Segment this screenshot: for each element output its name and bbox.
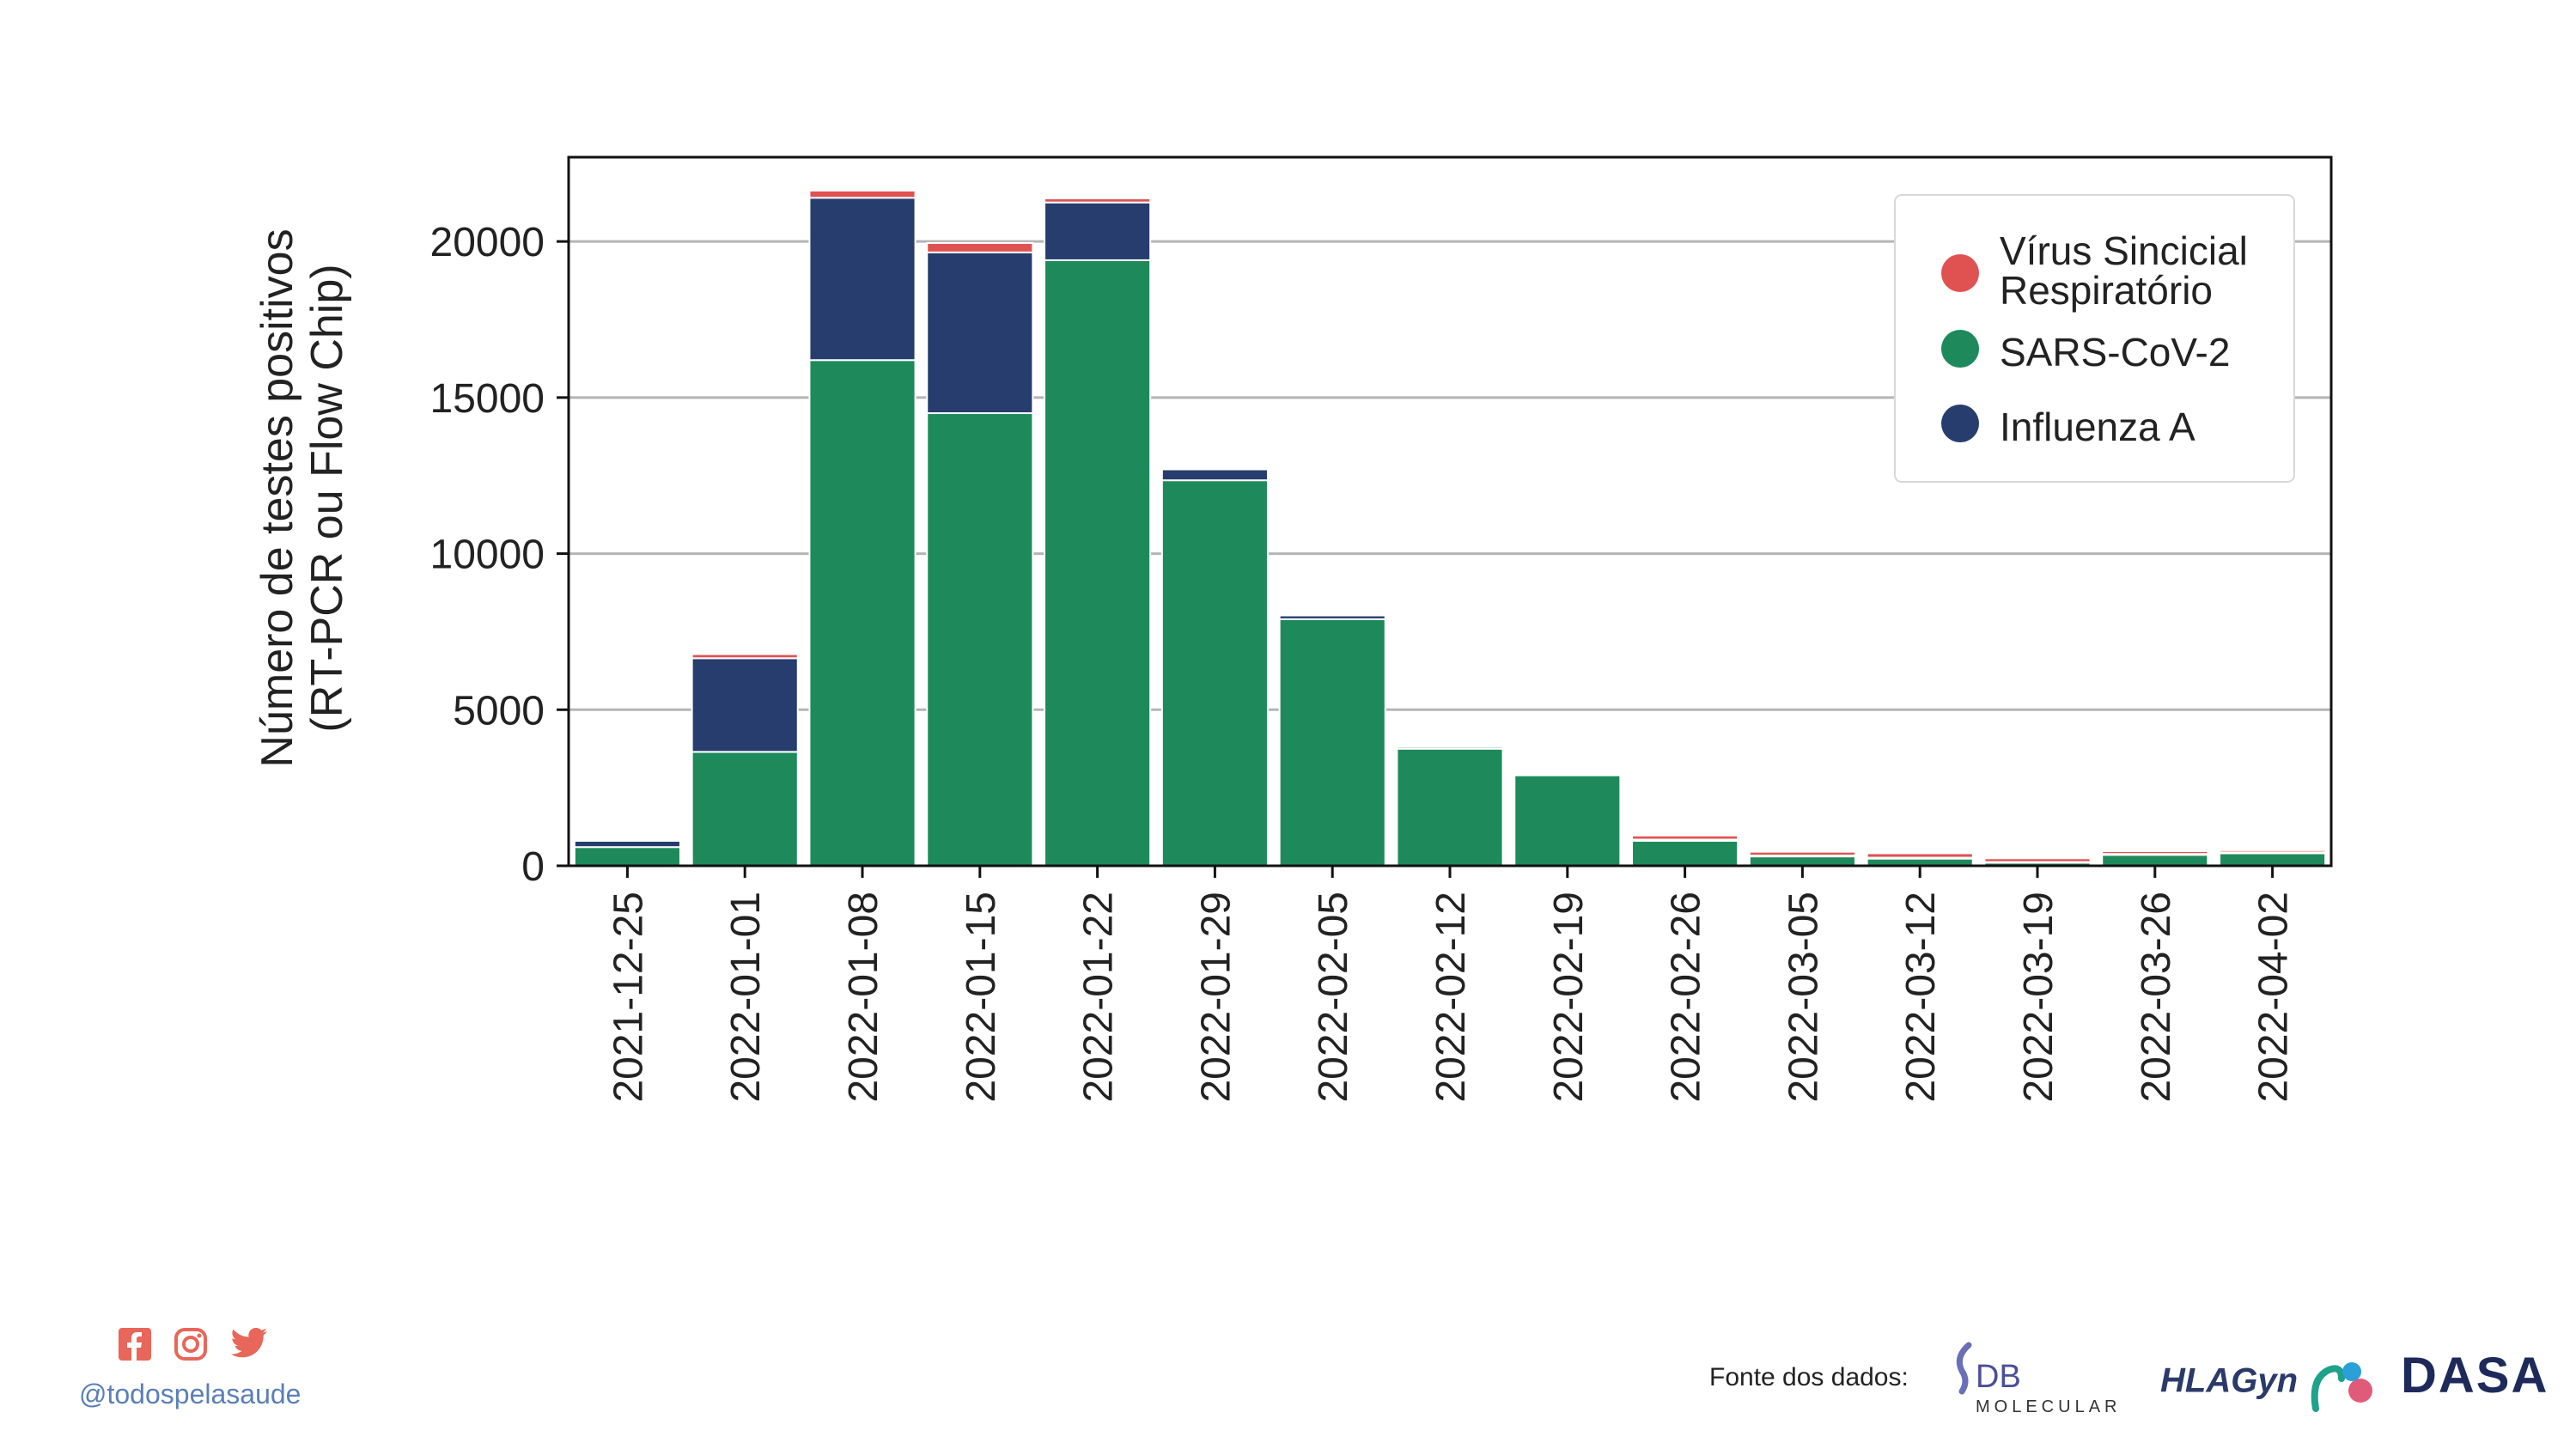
x-axis-ticks: 2021-12-25 2022-01-01 2022-01-08 2022-01-15… [606, 866, 2297, 1103]
x-tick-label: 2022-03-26 [2134, 892, 2179, 1103]
bar-sars-cov-2-2022-01-08 [808, 359, 917, 868]
bar-sars-cov-2-2022-03-05 [1748, 855, 1856, 868]
bar-sars-cov-2-2022-01-22 [1044, 259, 1152, 868]
bar-influenza-a-2022-01-08 [808, 197, 917, 362]
legend-label: Vírus Sincicial [2000, 228, 2248, 273]
bar-sars-cov-2-2022-01-15 [926, 412, 1034, 867]
bar-sars-cov-2-2022-01-29 [1160, 479, 1269, 867]
x-tick-label: 2022-01-01 [723, 892, 769, 1103]
bar-v-rus-sincicial-respirat-rio-2021-12-25 [573, 838, 681, 842]
y-tick-label: 5000 [453, 688, 545, 734]
legend-label: Respiratório [2000, 268, 2213, 313]
bar-influenza-a-2022-01-22 [1044, 201, 1152, 261]
legend-marker [1941, 330, 1979, 368]
x-tick-label: 2022-02-19 [1546, 892, 1592, 1103]
y-tick-label: 10000 [430, 533, 545, 578]
bar-v-rus-sincicial-respirat-rio-2022-04-02 [2219, 849, 2327, 854]
bar-v-rus-sincicial-respirat-rio-2022-01-01 [691, 653, 799, 660]
x-tick-label: 2022-03-12 [1898, 892, 1944, 1103]
svg-text:DB: DB [1976, 1359, 2021, 1395]
bar-influenza-a-2022-01-01 [691, 657, 799, 753]
dasa-logo: DASA [2401, 1348, 2549, 1403]
bar-sars-cov-2-2022-01-01 [691, 751, 799, 868]
bar-v-rus-sincicial-respirat-rio-2022-01-15 [926, 241, 1034, 253]
legend-box [1894, 194, 2295, 483]
instagram-icon[interactable] [174, 1327, 208, 1361]
y-tick-label: 15000 [430, 376, 545, 422]
legend-label: SARS-CoV-2 [2000, 330, 2230, 374]
x-tick-label: 2022-01-08 [841, 892, 886, 1103]
bar-sars-cov-2-2021-12-25 [573, 846, 681, 868]
y-tick-label: 0 [521, 844, 545, 890]
bar-v-rus-sincicial-respirat-rio-2022-03-05 [1748, 850, 1856, 857]
legend-marker [1941, 254, 1979, 292]
x-tick-label: 2022-03-19 [2016, 892, 2061, 1103]
db-molecular-logo: DB MOLECULAR [1950, 1340, 2139, 1422]
legend-label: Influenza A [2000, 405, 2195, 449]
bar-v-rus-sincicial-respirat-rio-2022-02-05 [1278, 613, 1386, 617]
data-source-label: Fonte dos dados: [1709, 1363, 1909, 1391]
bar-influenza-a-2021-12-25 [573, 839, 681, 849]
bar-v-rus-sincicial-respirat-rio-2022-02-19 [1513, 771, 1622, 775]
x-tick-label: 2022-02-26 [1664, 892, 1709, 1103]
bar-sars-cov-2-2022-02-26 [1631, 839, 1739, 867]
bar-v-rus-sincicial-respirat-rio-2022-03-26 [2101, 849, 2209, 855]
y-axis-label-line1: Número de testes positivos [253, 228, 302, 767]
social-handle[interactable]: @todospelasaude [79, 1379, 301, 1409]
bar-sars-cov-2-2022-02-12 [1396, 747, 1504, 867]
bar-v-rus-sincicial-respirat-rio-2022-03-19 [1983, 857, 2092, 863]
x-tick-label: 2022-04-02 [2251, 892, 2297, 1103]
bar-sars-cov-2-2022-04-02 [2219, 852, 2327, 868]
x-tick-label: 2022-01-15 [959, 892, 1004, 1103]
x-tick-label: 2022-02-12 [1428, 892, 1474, 1103]
bars [573, 189, 2327, 868]
social-icons [119, 1327, 268, 1361]
y-axis-ticks: 0 5000 10000 15000 20000 [430, 220, 569, 890]
bar-influenza-a-2022-01-29 [1160, 468, 1269, 482]
bar-v-rus-sincicial-respirat-rio-2022-02-12 [1396, 745, 1504, 748]
x-tick-label: 2022-01-22 [1076, 892, 1122, 1103]
hlagyn-logo: HLAGyn [2160, 1353, 2384, 1413]
bar-sars-cov-2-2022-03-26 [2101, 854, 2209, 867]
x-tick-label: 2022-03-05 [1781, 892, 1826, 1103]
bar-v-rus-sincicial-respirat-rio-2022-01-22 [1044, 197, 1152, 204]
bar-v-rus-sincicial-respirat-rio-2022-01-08 [808, 189, 917, 199]
y-tick-label: 20000 [430, 220, 545, 265]
bar-sars-cov-2-2022-02-05 [1278, 618, 1386, 867]
x-tick-label: 2021-12-25 [606, 892, 651, 1103]
bar-v-rus-sincicial-respirat-rio-2022-01-29 [1160, 467, 1269, 471]
bar-v-rus-sincicial-respirat-rio-2022-02-26 [1631, 834, 1739, 841]
x-tick-label: 2022-02-05 [1311, 892, 1356, 1103]
twitter-icon[interactable] [230, 1328, 268, 1361]
y-axis-label-line2: (RT-PCR ou Flow Chip) [302, 264, 352, 732]
x-tick-label: 2022-01-29 [1193, 892, 1239, 1103]
legend-marker [1941, 405, 1979, 442]
bar-v-rus-sincicial-respirat-rio-2022-03-12 [1866, 852, 1974, 859]
bar-sars-cov-2-2022-02-19 [1513, 774, 1622, 867]
facebook-icon[interactable] [119, 1328, 151, 1361]
bar-influenza-a-2022-01-15 [926, 251, 1034, 415]
svg-text:MOLECULAR: MOLECULAR [1976, 1397, 2121, 1416]
